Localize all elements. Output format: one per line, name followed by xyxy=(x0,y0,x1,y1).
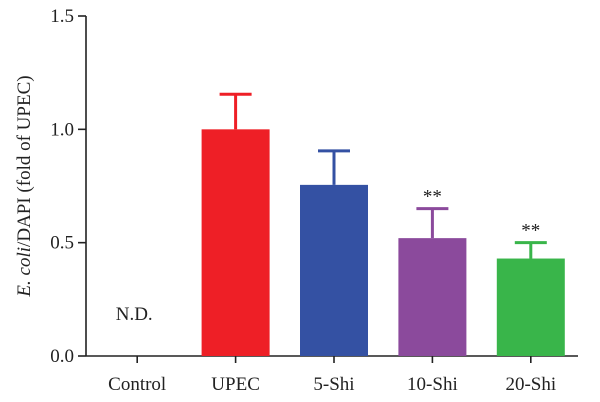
y-tick-label: 0.0 xyxy=(50,346,74,367)
y-axis-label-italic: E. coli xyxy=(14,247,35,298)
x-tick-label: UPEC xyxy=(211,374,260,395)
y-ticks: 0.0 0.5 1.0 1.5 xyxy=(50,6,86,367)
x-tick-labels: Control UPEC 5-Shi 10-Shi 20-Shi xyxy=(108,356,556,395)
annotations: N.D. ** ** xyxy=(116,187,541,325)
bar xyxy=(398,238,467,356)
y-axis-label-rest: /DAPI (fold of UPEC) xyxy=(14,75,35,247)
y-tick-label: 1.0 xyxy=(50,119,74,140)
significance-marker: ** xyxy=(423,187,442,208)
x-tick-label: 10-Shi xyxy=(407,374,458,395)
x-tick-label: 5-Shi xyxy=(313,374,354,395)
significance-marker: ** xyxy=(521,221,540,242)
y-tick-label: 0.5 xyxy=(50,233,74,254)
bars xyxy=(201,129,565,356)
x-tick-label: Control xyxy=(108,374,166,395)
x-tick-label: 20-Shi xyxy=(505,374,556,395)
y-tick-label: 1.5 xyxy=(50,6,74,27)
y-axis-label: E. coli/DAPI (fold of UPEC) xyxy=(14,75,35,297)
bar xyxy=(201,129,270,356)
error-bars xyxy=(219,92,547,259)
bar xyxy=(496,258,565,356)
bar xyxy=(300,184,368,356)
not-detected-label: N.D. xyxy=(116,304,153,325)
